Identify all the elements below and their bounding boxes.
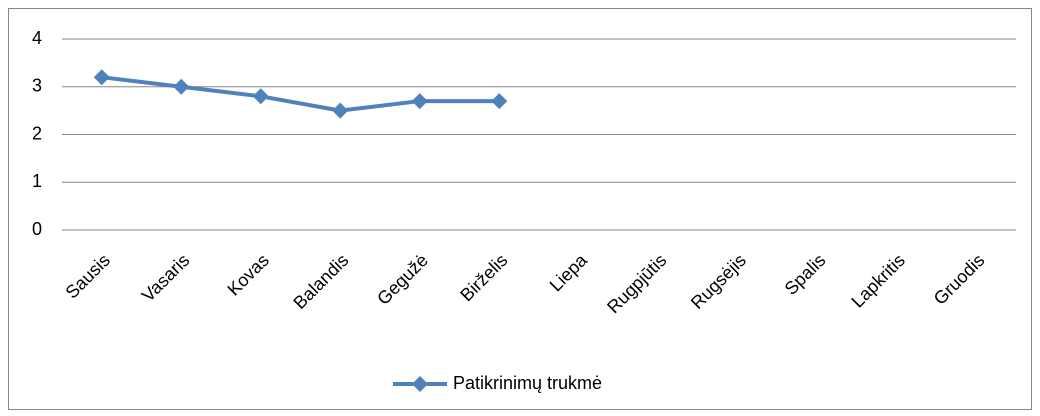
y-tick-label: 3 (32, 76, 42, 96)
legend-label: Patikrinimų trukmė (453, 373, 602, 393)
point-marker (332, 102, 349, 119)
point-marker (173, 78, 190, 95)
chart-border (8, 8, 1032, 410)
y-tick-label: 0 (32, 219, 42, 239)
legend-marker (412, 376, 428, 392)
point-marker (411, 93, 428, 110)
point-marker (252, 88, 269, 105)
point-marker (491, 93, 508, 110)
y-tick-label: 1 (32, 171, 42, 191)
y-tick-label: 2 (32, 123, 42, 143)
series-line (101, 75, 500, 113)
point-marker (93, 69, 110, 86)
y-tick-label: 4 (32, 28, 42, 48)
